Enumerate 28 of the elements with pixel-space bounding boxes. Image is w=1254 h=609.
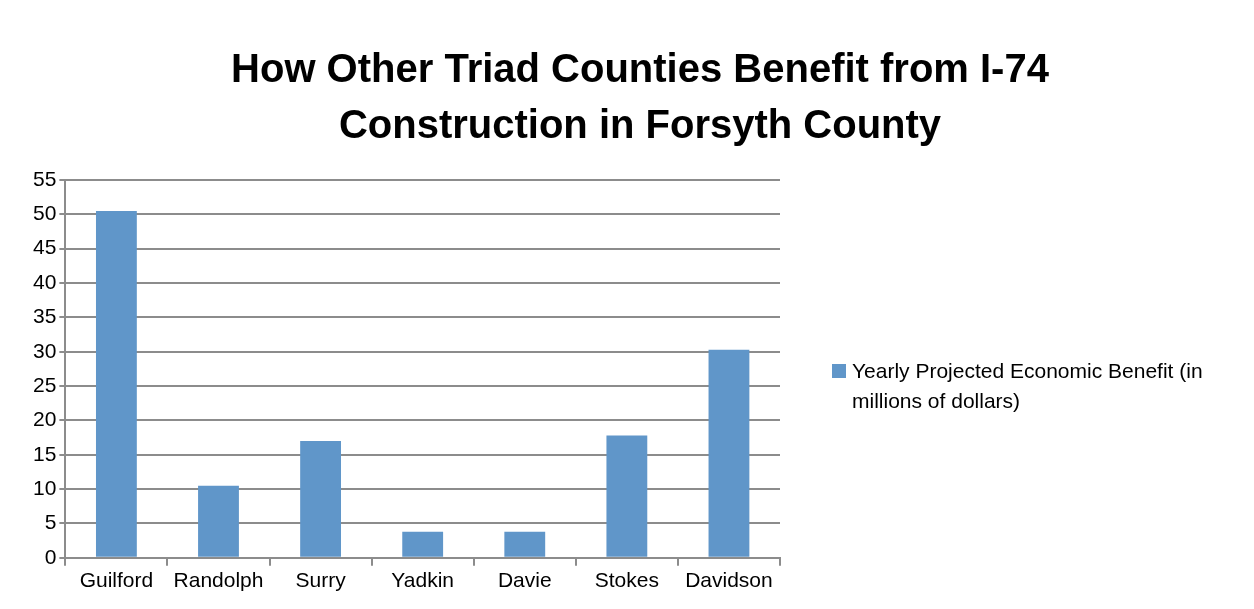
y-tick-label: 55 [33, 166, 57, 190]
y-tick-label: 30 [33, 338, 57, 362]
bar [95, 210, 137, 557]
x-tick-label: Guilford [79, 568, 154, 592]
x-tick-label: Surry [295, 568, 347, 592]
y-tick-label: 15 [33, 441, 57, 465]
y-tick-label: 35 [33, 304, 57, 328]
y-tick-label: 0 [44, 544, 57, 568]
y-tick-label: 50 [33, 201, 57, 225]
x-tick-label: Yadkin [391, 568, 455, 592]
bar [606, 435, 648, 557]
x-tick-label: Stokes [594, 568, 659, 592]
bar [504, 531, 546, 557]
y-tick-label: 5 [44, 510, 57, 534]
x-tick-label: Randolph [173, 568, 264, 592]
x-tick-label: Davie [497, 568, 552, 592]
bar [300, 441, 342, 557]
y-tick-label: 10 [33, 475, 57, 499]
x-tick-label: Davidson [685, 568, 773, 592]
bar [708, 349, 750, 557]
legend-label: Yearly Projected Economic Benefit (in millions of dollars) [852, 358, 1204, 414]
bar [402, 531, 444, 557]
y-tick-label: 45 [33, 235, 57, 259]
y-tick-label: 20 [33, 407, 57, 431]
y-tick-label: 40 [33, 269, 57, 293]
y-tick-label: 25 [33, 372, 57, 396]
chart-title: How Other Triad Counties Benefit from I-74 Construction in Forsyth County [230, 45, 1050, 148]
bar [198, 485, 239, 557]
